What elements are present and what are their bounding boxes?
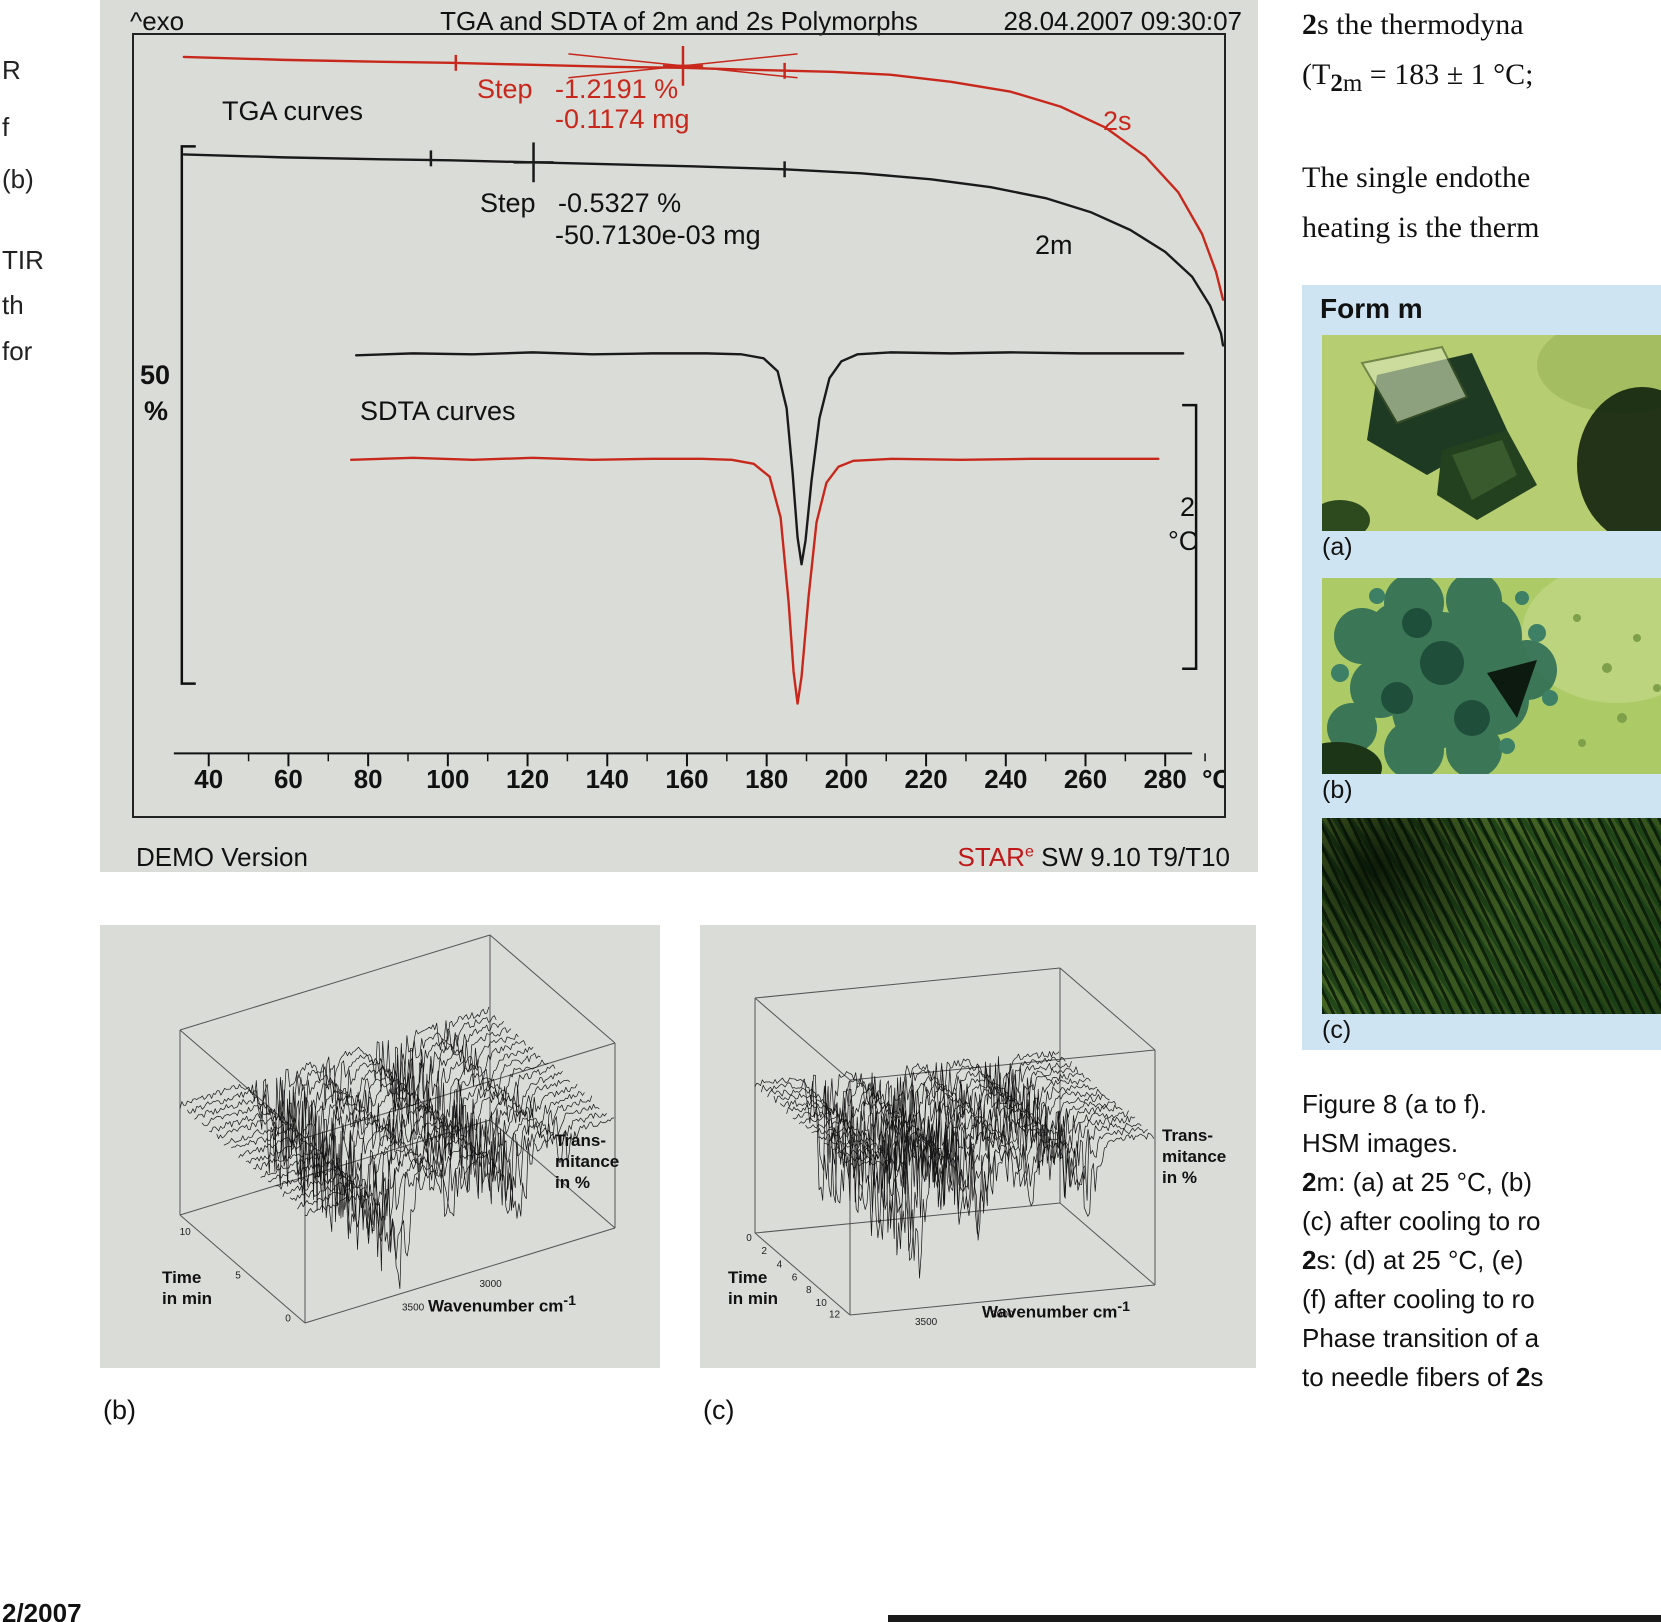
tga-plot-svg: 40 60 80 100 120 140 160 180 200 220 240 260 280 °C [173,45,1224,794]
right-scale-value: 2 [1180,492,1196,522]
y-scale-unit: % [144,396,169,426]
body-text-line: heating is the therm [1302,211,1540,244]
svg-text:3500: 3500 [402,1303,425,1314]
step-2m-label: Step -0.5327 % [480,188,682,218]
wavenumber-axis-label: Wavenumber cm-1 [982,1299,1131,1322]
tga-curves-label: TGA curves [222,96,364,126]
star-brand: STAR [957,842,1025,872]
y-scale-bracket [180,145,196,685]
delta-t-scale-bracket [1182,403,1198,670]
form-m-title: Form m [1320,293,1423,324]
svg-text:2: 2 [761,1246,767,1257]
svg-text:3500: 3500 [915,1317,938,1328]
star-sup: e [1024,842,1034,861]
transmittance-axis-label: Trans- mitance in % [555,1131,620,1192]
svg-text:120: 120 [506,766,549,794]
ftir-waterfall-panel-b: 0 5 10 3500 3000 Trans- mitance in % Time in… [100,925,660,1368]
caption-line: 2s: (d) at 25 °C, (e) [1302,1245,1524,1275]
svg-text:100: 100 [426,766,469,794]
margin-fragment: R [2,55,21,85]
curve-2m-label: 2m [1035,230,1073,260]
step-2s-label: Step -1.2191 % [477,74,679,104]
hsm-image-a-label: (a) [1322,533,1353,561]
svg-text:240: 240 [984,766,1027,794]
right-column: 2s the thermodyna (T2m = 183 ± 1 °C; The… [1302,0,1661,1622]
waterfall-b-svg: 0 5 10 3500 3000 [179,934,616,1325]
margin-fragment: (b) [2,164,34,194]
demo-version-label: DEMO Version [136,842,308,872]
time-axis-label: Time in min [162,1268,213,1308]
svg-text:220: 220 [904,766,947,794]
hsm-image-b [1322,578,1661,774]
curve-2s-label: 2s [1103,106,1132,136]
caption-line: to needle fibers of 2s [1302,1362,1544,1392]
svg-text:0: 0 [746,1233,752,1244]
svg-text:5: 5 [235,1270,241,1281]
svg-text:4: 4 [777,1259,783,1270]
step-2m-mass: -50.7130e-03 mg [555,220,761,250]
svg-text:6: 6 [792,1272,798,1283]
body-text: 2s the thermodyna (T2m = 183 ± 1 °C; The… [1302,0,1661,253]
hsm-image-a-art [1322,335,1661,531]
transmittance-axis-label: Trans- mitance in % [1162,1126,1227,1187]
chart-datetime: 28.04.2007 09:30:07 [1003,6,1242,36]
hsm-image-c-label: (c) [1322,1016,1352,1044]
bottom-edge-rule [888,1615,1661,1622]
sdta-curves-label: SDTA curves [360,396,516,426]
form-m-panel: Form m (a) [1302,285,1661,1050]
caption-line: HSM images. [1302,1128,1459,1158]
hsm-image-b-art [1322,578,1661,774]
svg-text:180: 180 [745,766,788,794]
svg-text:12: 12 [829,1309,841,1320]
figure-caption: Figure 8 (a to f). HSM images. 2m: (a) a… [1302,1085,1661,1397]
hsm-image-a [1322,335,1661,531]
margin-fragment: th [2,290,24,320]
y-scale-value: 50 [140,360,171,390]
chart-title: TGA and SDTA of 2m and 2s Polymorphs [440,6,918,36]
svg-text:3000: 3000 [480,1279,503,1290]
margin-fragment: f [2,112,10,142]
caption-line: 2m: (a) at 25 °C, (b) [1302,1167,1533,1197]
svg-text:200: 200 [825,766,868,794]
svg-text:160: 160 [665,766,708,794]
svg-text:40: 40 [194,766,223,794]
hsm-image-c [1322,818,1661,1014]
caption-line: Figure 8 (a to f). [1302,1089,1487,1119]
subfigure-c-label: (c) [703,1395,735,1425]
wavenumber-axis-label: Wavenumber cm-1 [428,1293,577,1316]
step-2s-mass: -0.1174 mg [555,104,690,134]
svg-text:0: 0 [285,1314,291,1325]
body-text-line: 2s the thermodyna [1302,8,1524,41]
tga-sdta-figure: ^exo TGA and SDTA of 2m and 2s Polymorph… [100,0,1258,872]
subfigure-b-label: (b) [103,1395,136,1425]
page-footer-fragment: 2/2007 [2,1598,82,1622]
svg-text:8: 8 [806,1285,812,1296]
svg-text:°C: °C [1202,766,1224,794]
svg-text:10: 10 [816,1298,828,1309]
hsm-image-b-label: (b) [1322,776,1353,804]
svg-text:3000: 3000 [991,1310,1014,1321]
caption-line: (f) after cooling to ro [1302,1284,1535,1314]
exo-axis-label: ^exo [130,6,185,36]
software-version-label: STARe SW 9.10 T9/T10 [958,842,1230,873]
tga-plot-area: 40 60 80 100 120 140 160 180 200 220 240 260 280 °C [132,33,1226,818]
caption-line: Phase transition of a [1302,1323,1540,1353]
svg-text:10: 10 [180,1227,192,1238]
body-text-line: (T2m = 183 ± 1 °C; [1302,58,1534,97]
svg-text:280: 280 [1144,766,1187,794]
margin-fragment: TIR [2,245,44,275]
time-axis-label: Time in min [728,1268,779,1308]
caption-line: (c) after cooling to ro [1302,1206,1541,1236]
margin-fragment: for [2,336,33,366]
svg-text:140: 140 [586,766,629,794]
body-text-line: The single endothe [1302,161,1531,194]
svg-text:260: 260 [1064,766,1107,794]
right-scale-unit: °C [1168,526,1199,556]
ftir-waterfall-panel-c: 0 2 4 6 8 10 12 3500 3000 Trans- mitance in % Ti… [700,925,1256,1368]
svg-text:60: 60 [274,766,303,794]
software-rest: SW 9.10 T9/T10 [1033,842,1230,872]
svg-text:80: 80 [354,766,383,794]
